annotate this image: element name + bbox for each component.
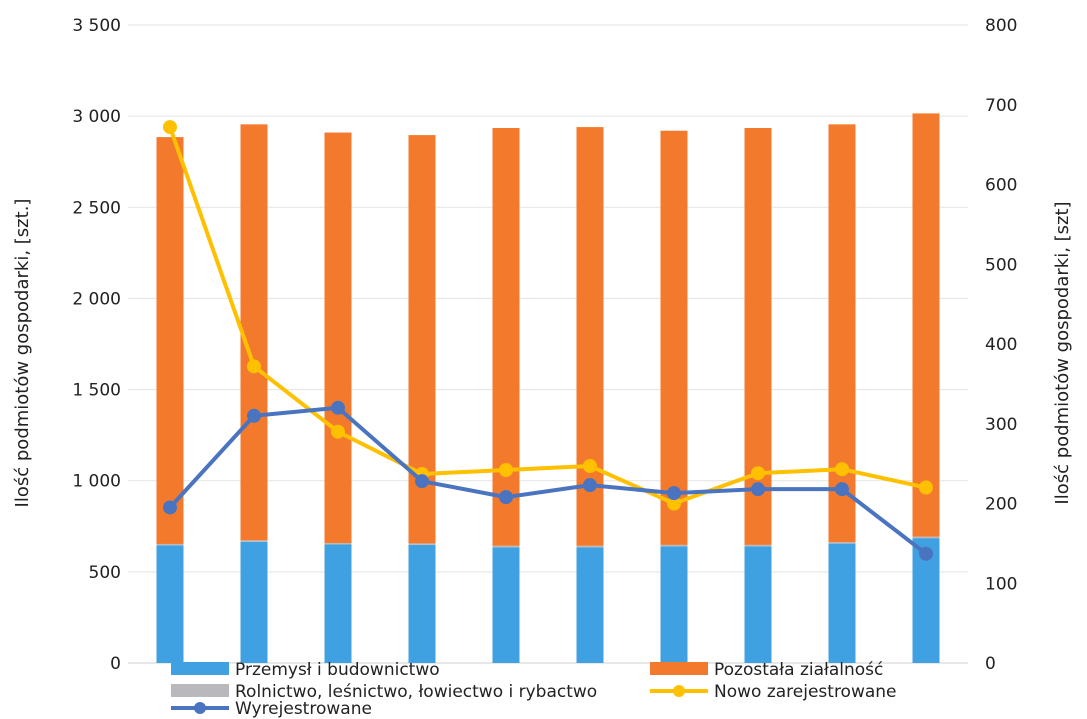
series-marker: [583, 459, 597, 474]
bar-segment: [240, 124, 268, 541]
left-tick-label: 1 500: [72, 381, 121, 401]
bar-segment: [576, 547, 604, 663]
bar-segment: [324, 132, 352, 544]
legend: Przemysł i budownictwo Pozostała ziałalno…: [171, 660, 897, 719]
legend-item: Przemysł i budownictwo: [171, 660, 440, 680]
series-marker: [415, 474, 429, 489]
bar-segment: [156, 545, 184, 663]
series-marker: [583, 478, 597, 493]
series-marker: [667, 486, 681, 501]
bar-segment: [492, 127, 520, 546]
legend-marker: [194, 702, 206, 714]
left-tick-label: 2 000: [72, 289, 121, 309]
series-marker: [835, 462, 849, 477]
legend-label: Przemysł i budownictwo: [235, 660, 440, 680]
right-tick-label: 800: [985, 16, 1017, 36]
bar-segment: [408, 544, 436, 663]
legend-label: Pozostała ziałalność: [714, 660, 883, 680]
bar-segment: [156, 543, 184, 546]
series-marker: [919, 480, 933, 495]
bar-segment: [576, 545, 604, 548]
bar-segment: [240, 541, 268, 663]
legend-swatch: [650, 662, 708, 675]
series-line: [168, 126, 927, 506]
bar-segment: [156, 137, 184, 544]
series-line: [168, 405, 928, 556]
legend-marker: [673, 685, 685, 697]
right-axis-title: Ilość podmiotów gospodarki, [szt]: [1052, 201, 1073, 504]
series-marker: [247, 359, 261, 374]
gridlines: [128, 24, 968, 664]
legend-item: Wyrejestrowane: [171, 699, 372, 719]
series-marker: [919, 546, 933, 561]
series-marker: [499, 490, 513, 505]
left-tick-label: 3 500: [72, 16, 121, 36]
right-tick-label: 300: [985, 415, 1017, 435]
bar-segment: [744, 544, 772, 547]
legend-label: Wyrejestrowane: [235, 699, 372, 719]
legend-item: Rolnictwo, leśnictwo, łowiectwo i rybact…: [171, 682, 597, 702]
series-marker: [163, 120, 177, 135]
bar-segment: [240, 540, 268, 542]
legend-item: Nowo zarejestrowane: [650, 682, 897, 702]
left-tick-label: 3 000: [72, 107, 121, 127]
bar-segment: [912, 536, 940, 539]
bar-segment: [660, 544, 688, 547]
left-tick-label: 2 500: [72, 198, 121, 218]
stacked-bars: [156, 113, 940, 663]
series-marker: [835, 482, 849, 497]
left-tick-label: 0: [110, 654, 121, 674]
bar-segment: [324, 544, 352, 663]
left-tick-label: 1 000: [72, 472, 121, 492]
series-marker: [331, 400, 345, 415]
series-marker: [499, 463, 513, 478]
legend-item: Pozostała ziałalność: [650, 660, 883, 680]
bar-segment: [660, 546, 688, 663]
bar-segment: [576, 127, 604, 546]
bar-segment: [408, 543, 436, 545]
legend-label: Nowo zarejestrowane: [714, 682, 897, 702]
bar-segment: [828, 124, 856, 543]
bar-segment: [660, 130, 688, 545]
bar-segment: [828, 543, 856, 663]
bar-segment: [492, 545, 520, 548]
legend-label: Rolnictwo, leśnictwo, łowiectwo i rybact…: [235, 682, 597, 702]
series-marker: [247, 408, 261, 423]
legend-swatch: [171, 662, 229, 675]
bar-segment: [744, 546, 772, 663]
legend-swatch: [171, 684, 229, 697]
left-axis-title: Ilość podmiotów gospodarki, [szt.]: [12, 199, 33, 508]
left-tick-label: 500: [89, 563, 121, 583]
right-tick-label: 0: [985, 654, 996, 674]
right-tick-label: 600: [985, 176, 1017, 196]
right-tick-label: 400: [985, 335, 1017, 355]
right-tick-label: 700: [985, 96, 1017, 116]
right-axis-ticks: 0 100 200 300 400 500 600 700 800: [985, 16, 1017, 674]
bar-segment: [828, 542, 856, 544]
bar-segment: [492, 547, 520, 663]
left-axis-ticks: 0 500 1 000 1 500 2 000 2 500 3 000 3 500: [72, 16, 121, 674]
series-marker: [163, 500, 177, 515]
series-marker: [751, 482, 765, 497]
line-series: [163, 120, 933, 561]
right-tick-label: 200: [985, 495, 1017, 515]
right-tick-label: 100: [985, 574, 1017, 594]
series-marker: [331, 424, 345, 439]
right-tick-label: 500: [985, 255, 1017, 275]
bar-segment: [912, 113, 940, 537]
series-marker: [667, 496, 681, 511]
series-marker: [751, 466, 765, 481]
bar-segment: [324, 543, 352, 545]
